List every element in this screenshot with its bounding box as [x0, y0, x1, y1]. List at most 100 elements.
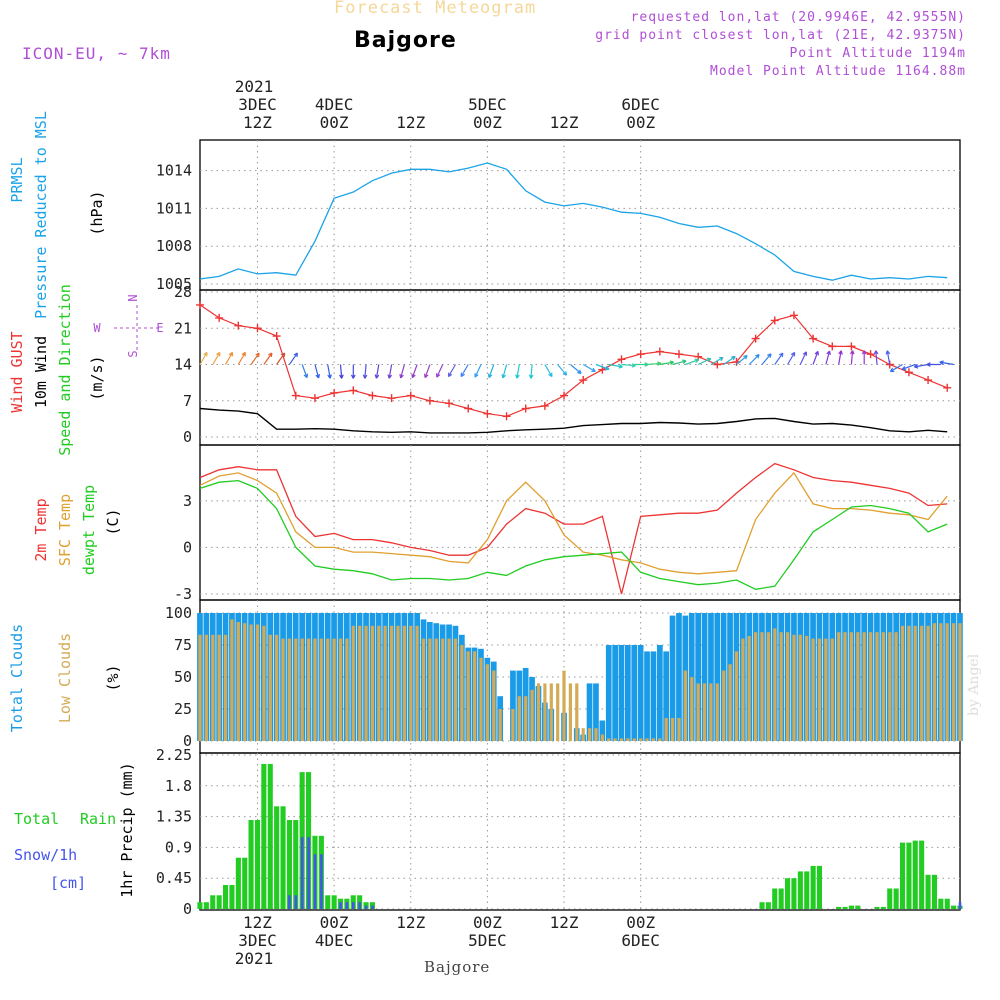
rain-bar — [274, 806, 280, 909]
y-tick-label: 75 — [174, 636, 192, 654]
wind-arrow — [838, 350, 843, 365]
rain-bar — [759, 902, 765, 909]
gust-marker — [215, 313, 224, 322]
gust-marker — [540, 401, 549, 410]
model-label: ICON-EU, ~ 7km — [22, 44, 171, 63]
low-cloud-bar — [326, 638, 330, 741]
low-cloud-bar — [913, 625, 917, 741]
axis-date-bottom: 4DEC — [315, 931, 354, 950]
snow-bar — [313, 854, 317, 909]
low-cloud-bar — [581, 728, 585, 741]
gust-marker — [674, 350, 683, 359]
gust-marker — [789, 311, 798, 320]
axis-date-top: 3DEC — [238, 95, 277, 114]
wind-arrow — [424, 364, 431, 379]
low-cloud-bar — [690, 677, 694, 741]
low-cloud-bar — [217, 634, 221, 741]
snow-label: Snow/1h — [14, 846, 77, 864]
panel-frame — [199, 444, 961, 601]
low-cloud-bar — [786, 632, 790, 741]
rain-bar — [804, 871, 810, 909]
y-tick-label: 3 — [183, 492, 192, 510]
location-title: Bajgore — [354, 28, 457, 53]
wind-arrow — [387, 364, 393, 379]
snow-bar — [958, 902, 962, 909]
chart-title: Forecast Meteogram — [334, 0, 537, 18]
low-cloud-bar — [881, 632, 885, 741]
rain-bar — [254, 820, 260, 909]
dewpt-label: dewpt Temp — [80, 485, 98, 575]
low-cloud-bar — [300, 638, 304, 741]
low-cloud-bar — [792, 634, 796, 741]
low-cloud-bar — [594, 728, 598, 741]
panel-frame — [199, 752, 961, 911]
total-cloud-bar — [593, 683, 599, 741]
gust-marker — [310, 394, 319, 403]
total-cloud-bar — [669, 615, 676, 741]
low-cloud-bar — [556, 683, 560, 741]
wind-arrow — [608, 363, 623, 369]
wind10m-label: 10m Wind — [32, 336, 50, 408]
low-cloud-bar — [722, 670, 726, 741]
pressure-label-1: PRMSL — [8, 157, 26, 202]
total-clouds-label: Total Clouds — [8, 624, 26, 732]
low-cloud-bar — [907, 625, 911, 741]
gust-marker — [368, 391, 377, 400]
wind-arrow — [582, 363, 596, 373]
rain-bar — [242, 857, 248, 909]
total-cloud-bar — [631, 645, 638, 741]
low-cloud-bar — [798, 634, 802, 741]
temp2m-label: 2m Temp — [32, 498, 50, 561]
rain-bar — [855, 905, 861, 909]
wind-arrow — [288, 352, 298, 365]
low-cloud-bar — [287, 638, 291, 741]
gust-marker — [464, 404, 473, 413]
axis-year-bottom: 2021 — [235, 949, 274, 968]
low-cloud-bar — [409, 625, 413, 741]
axis-time-top: 12Z — [550, 113, 579, 132]
pressure-line — [199, 162, 948, 281]
snow-unit-label: [cm] — [50, 874, 86, 892]
low-cloud-bar — [741, 638, 745, 741]
gust-label: Wind GUST — [8, 331, 26, 412]
wind-arrow — [723, 355, 736, 365]
low-cloud-bar — [837, 632, 841, 741]
low-cloud-bar — [671, 718, 675, 741]
axis-time-bottom: 00Z — [320, 913, 349, 932]
low-cloud-bar — [754, 632, 758, 741]
wind-arrow — [199, 351, 208, 365]
low-cloud-bar — [313, 638, 317, 741]
low-cloud-bar — [702, 683, 707, 741]
total-cloud-bar — [695, 613, 701, 741]
panel-frame — [199, 289, 961, 446]
rain-bar — [197, 902, 203, 909]
gust-marker — [828, 342, 837, 351]
low-cloud-bar — [390, 625, 394, 741]
low-cloud-bar — [607, 738, 611, 741]
temp-line-0 — [199, 462, 948, 595]
wind-arrow — [913, 363, 929, 369]
low-cloud-bar — [626, 738, 630, 741]
rain-bar — [797, 871, 803, 909]
gust-marker — [924, 376, 933, 385]
wind-arrow — [515, 364, 520, 379]
snow-bar — [371, 905, 374, 909]
wind-arrow — [901, 363, 916, 371]
rain-bar — [248, 820, 254, 909]
rain-bar — [785, 878, 791, 909]
rain-bar — [325, 895, 331, 909]
gust-marker — [770, 316, 779, 325]
y-tick-label: 2.25 — [156, 746, 192, 764]
rain-bar — [357, 895, 363, 909]
low-cloud-bar — [696, 683, 700, 741]
total-cloud-bar — [637, 645, 644, 741]
low-cloud-bar — [715, 683, 719, 741]
low-cloud-bar — [600, 734, 604, 741]
wind-arrow — [761, 353, 772, 365]
low-cloud-bar — [945, 623, 949, 741]
low-cloud-bar — [773, 628, 777, 741]
low-cloud-bar — [434, 638, 438, 741]
axis-time-top: 12Z — [396, 113, 425, 132]
low-cloud-bar — [862, 632, 866, 741]
footer-location: Bajgore — [424, 958, 491, 976]
